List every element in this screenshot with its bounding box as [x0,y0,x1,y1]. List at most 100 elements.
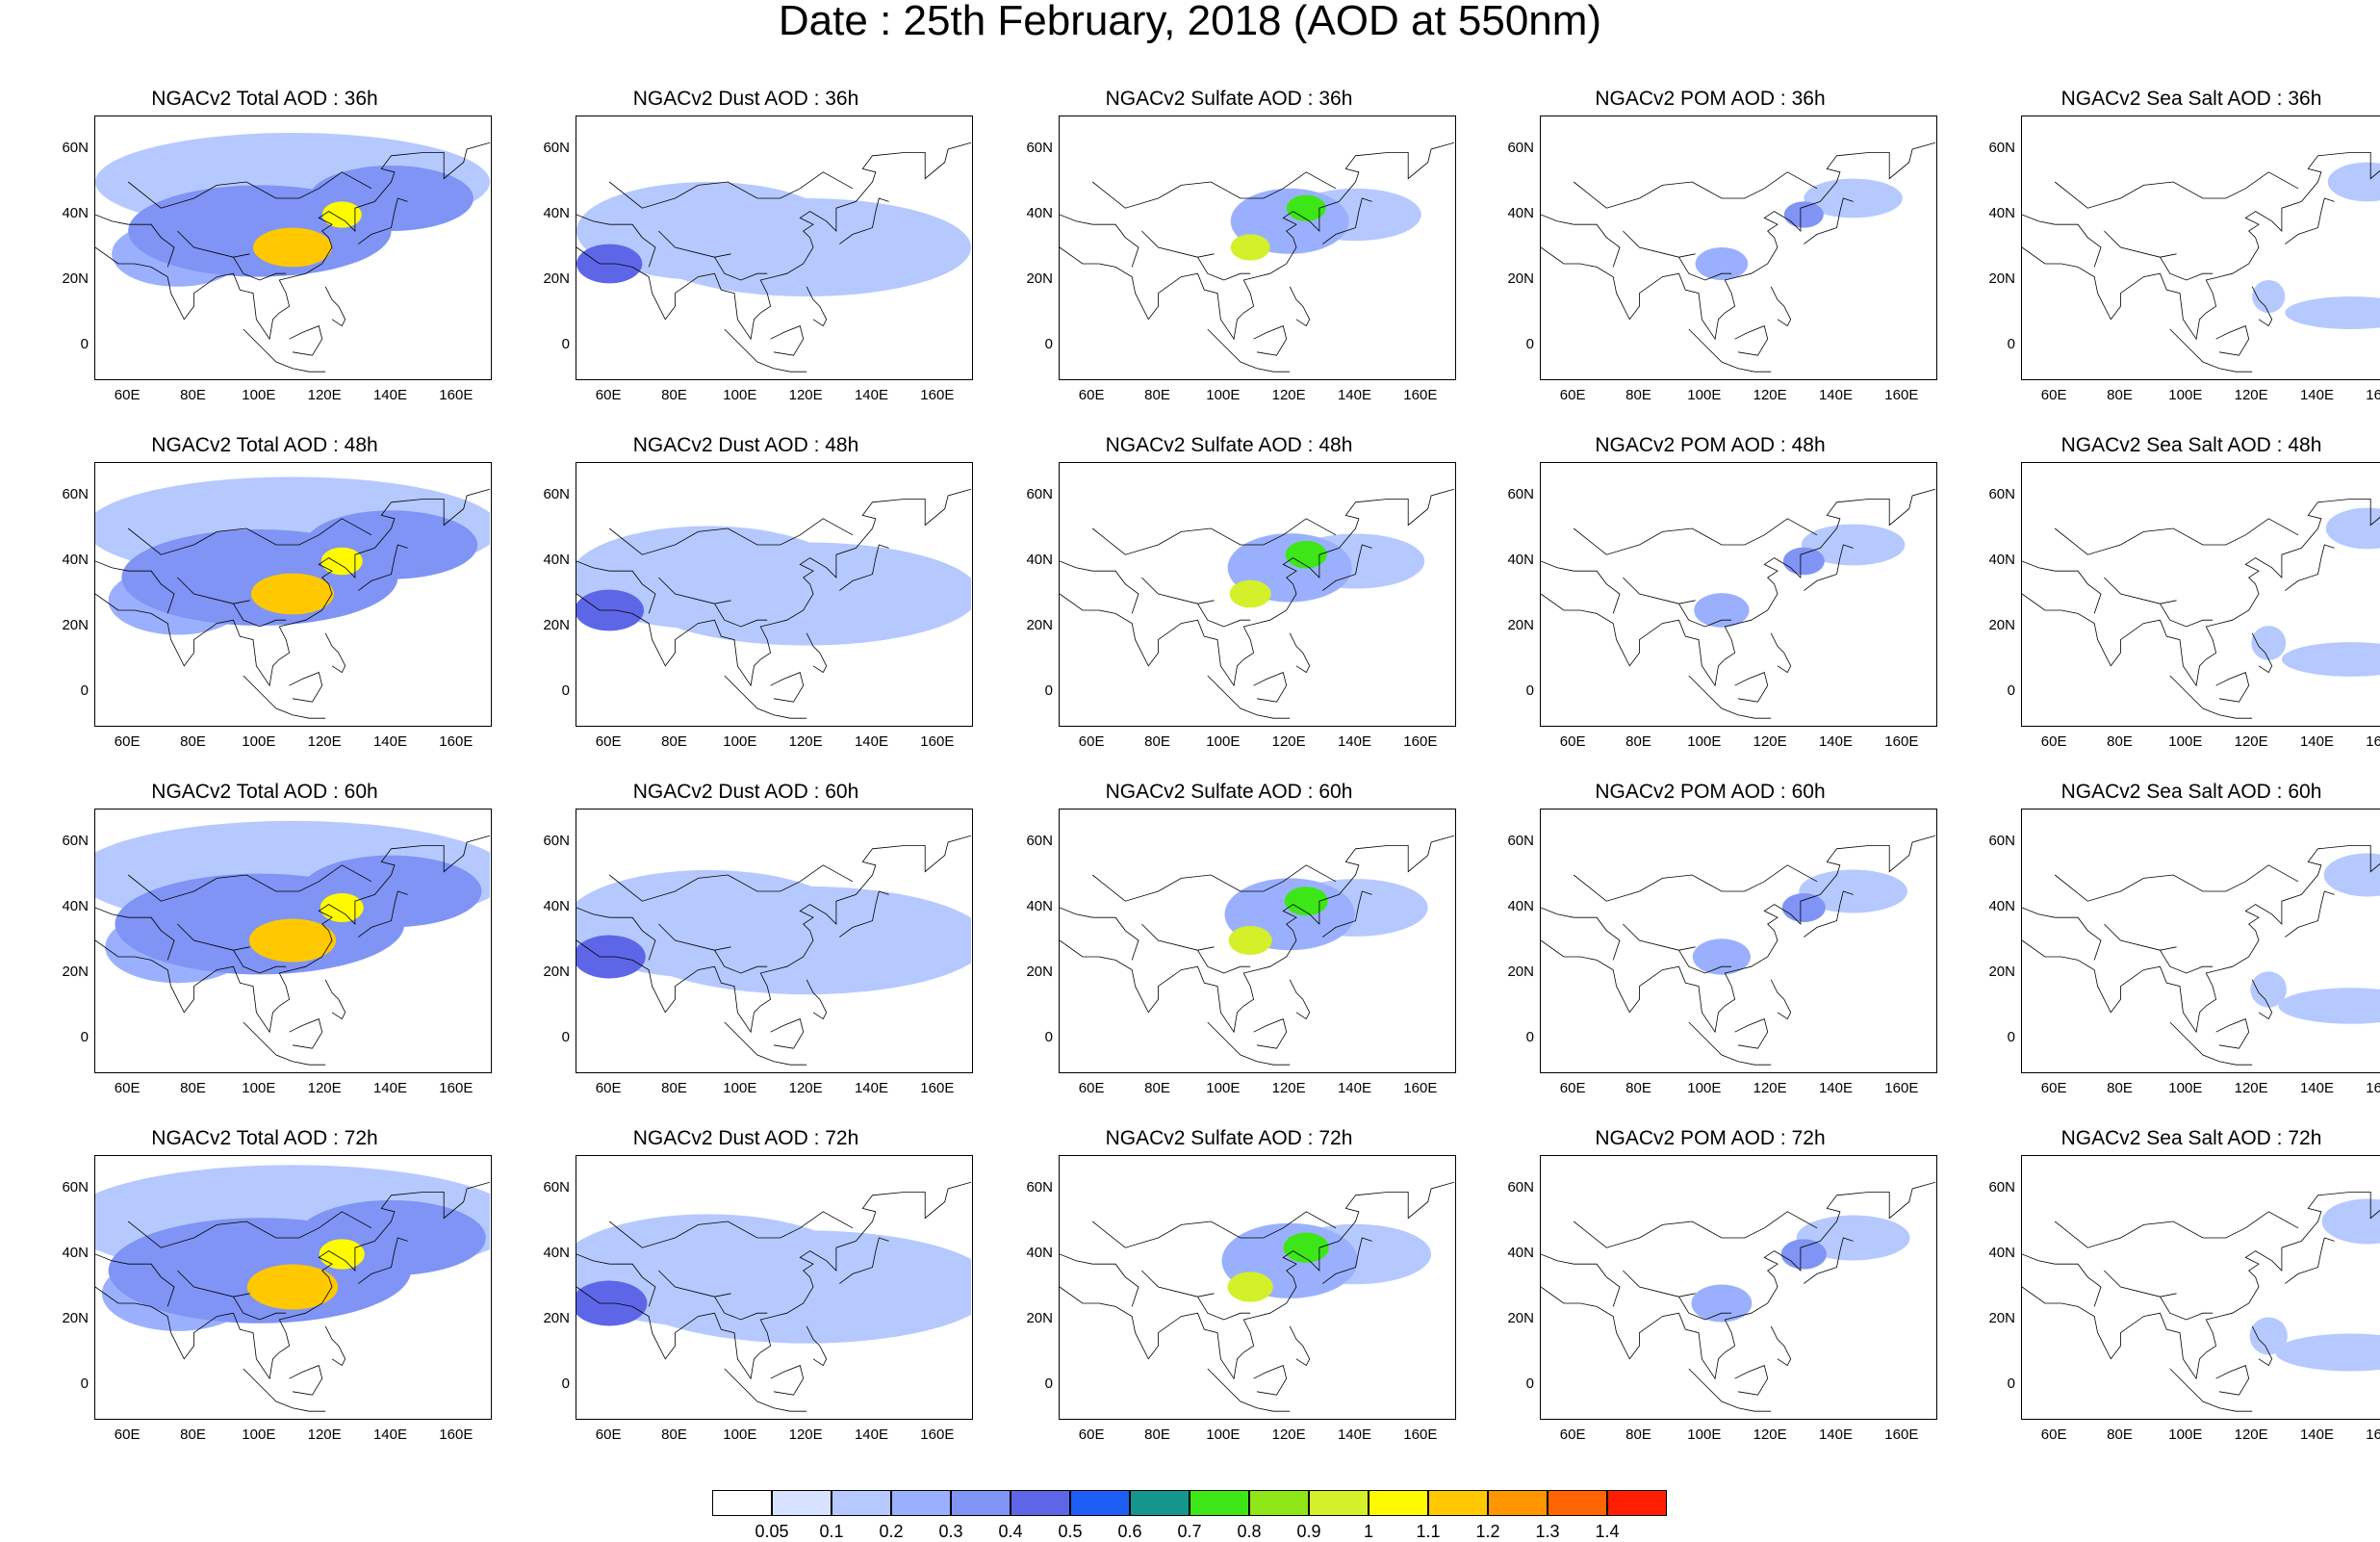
coastline [1254,1366,1287,1396]
x-tick-label: 140E [848,1080,896,1096]
y-tick-label: 40N [50,205,89,221]
coastline [1141,231,1214,257]
x-tick-label: 160E [913,387,961,403]
coastline [2170,1369,2252,1411]
coastline [2104,1271,2176,1297]
y-tick-label: 20N [531,617,570,633]
colorbar-label: 0.6 [1106,1522,1154,1542]
coastline [1208,329,1290,372]
coastline [1060,215,1092,224]
coastline [2216,1366,2249,1396]
y-tick-label: 20N [1977,964,2015,980]
y-tick-label: 40N [1014,205,1053,221]
y-tick-label: 60N [531,140,570,156]
map-plot-area [94,462,492,727]
x-tick-label: 60E [2030,733,2078,750]
coastline [95,215,128,224]
x-tick-label: 120E [2227,1426,2275,1443]
y-tick-label: 20N [531,964,570,980]
aod-blob [2250,971,2287,1007]
aod-blob [1693,938,1751,974]
aod-map [2022,1156,2380,1418]
coastline [1541,142,1935,339]
panel-title: NGACv2 Dust AOD : 72h [529,1126,962,1151]
x-tick-label: 60E [1067,387,1115,403]
map-plot-area [2021,116,2380,380]
coastline [2055,172,2298,208]
map-plot-area [94,809,492,1073]
coastline [2161,257,2214,280]
y-tick-label: 40N [1496,898,1534,914]
aod-map [1541,810,1935,1071]
x-tick-label: 120E [1265,1080,1313,1096]
x-tick-label: 120E [300,387,348,403]
y-tick-label: 40N [1977,898,2015,914]
y-tick-label: 0 [50,336,89,352]
y-tick-label: 60N [50,1179,89,1195]
coastline [1735,1366,1768,1396]
coastline [1574,519,1817,554]
x-tick-label: 60E [1067,1080,1115,1096]
coastline [2055,1264,2101,1306]
coastline [325,1326,345,1366]
map-plot-area [1540,1155,1937,1420]
coastline [243,1369,325,1411]
aod-blob [320,893,364,922]
y-tick-label: 60N [1014,140,1053,156]
coastline [1541,835,1935,1032]
coastline [1689,1022,1771,1065]
x-tick-label: 60E [2030,1080,2078,1096]
map-plot-area [576,462,973,727]
coastline [2170,676,2252,718]
x-tick-label: 100E [1199,387,1247,403]
y-tick-label: 0 [1977,1029,2015,1045]
x-tick-label: 60E [103,733,151,750]
aod-map [576,463,971,725]
aod-blob [320,1239,365,1269]
coastline [290,673,322,703]
y-tick-label: 60N [1014,486,1053,502]
coastline [1541,1254,1574,1264]
coastline [1689,676,1771,718]
y-tick-label: 60N [1496,486,1534,502]
x-tick-label: 120E [1746,387,1794,403]
x-tick-label: 140E [2293,1080,2342,1096]
x-tick-label: 60E [584,1426,632,1443]
x-tick-label: 100E [716,387,764,403]
aod-blob [1229,926,1272,955]
x-tick-label: 140E [2293,387,2342,403]
colorbar-swatch [1607,1490,1667,1516]
coastline [243,1022,325,1065]
aod-map [576,810,971,1071]
figure-title: Date : 25th February, 2018 (AOD at 550nm… [0,0,2380,42]
coastline [1060,908,1092,917]
aod-blob [321,548,363,576]
aod-map [2022,116,2380,378]
y-tick-label: 60N [50,140,89,156]
x-tick-label: 60E [1067,733,1115,750]
x-tick-label: 140E [367,1080,415,1096]
coastline [1541,215,1574,224]
coastline [243,676,325,718]
map-plot-area [1540,809,1937,1073]
aod-map [1060,1156,1454,1418]
x-tick-label: 100E [1680,1080,1728,1096]
colorbar-swatch [951,1490,1011,1516]
panel-title: NGACv2 Sulfate AOD : 72h [1012,1126,1446,1151]
y-tick-label: 0 [531,1375,570,1392]
coastline [2104,924,2176,950]
x-tick-label: 140E [1812,387,1860,403]
aod-map [95,810,490,1071]
coastline [1574,571,1620,613]
colorbar-swatch [1428,1490,1488,1516]
panel-title: NGACv2 POM AOD : 36h [1494,87,1927,112]
y-tick-label: 20N [1014,617,1053,633]
x-tick-label: 80E [169,387,218,403]
colorbar-label: 1.3 [1523,1522,1572,1542]
y-tick-label: 20N [1496,617,1534,633]
x-tick-label: 160E [2359,387,2380,403]
y-tick-label: 20N [531,270,570,287]
